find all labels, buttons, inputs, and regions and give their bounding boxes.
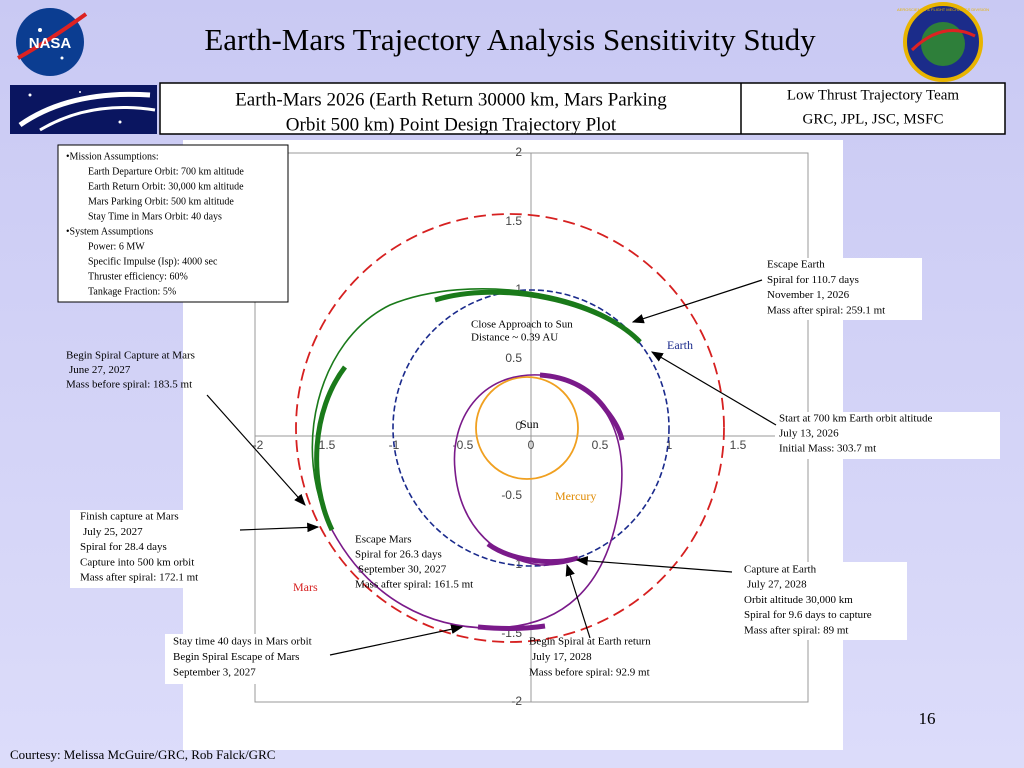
callout-line: July 25, 2027 — [83, 526, 143, 538]
callout-line: Spiral for 28.4 days — [80, 541, 167, 553]
callout-arrow — [239, 522, 320, 533]
callout-line: Orbit altitude 30,000 km — [744, 594, 853, 606]
callout-arrow — [329, 624, 464, 656]
courtesy: Courtesy: Melissa McGuire/GRC, Rob Falck… — [10, 747, 275, 762]
close-approach-text: Close Approach to Sun — [471, 319, 573, 331]
header-team: GRC, JPL, JSC, MSFC — [803, 111, 944, 127]
y-tick-label: 2 — [515, 145, 522, 159]
page-number: 16 — [919, 709, 936, 728]
earth-capture-spiral — [486, 541, 579, 565]
header-subtitle: Orbit 500 km) Point Design Trajectory Pl… — [286, 114, 617, 135]
assumption-line: •System Assumptions — [66, 226, 153, 237]
mars-orbit — [295, 213, 725, 643]
callout-box — [165, 634, 339, 684]
division-text: AEROSCIENCE & FLIGHT MECHANICS DIVISION — [897, 7, 989, 12]
callout-line: June 27, 2027 — [69, 364, 131, 376]
callout-line: Stay time 40 days in Mars orbit — [173, 636, 312, 648]
callout-arrow — [565, 563, 591, 639]
callout-line: Finish capture at Mars — [80, 511, 179, 523]
y-tick-label: 0.5 — [505, 351, 522, 365]
callout-line: Mass after spiral: 89 mt — [744, 624, 848, 636]
sun-label: Sun — [520, 417, 539, 431]
slide-title: Earth-Mars Trajectory Analysis Sensitivi… — [204, 22, 816, 57]
callout-line: Escape Earth — [767, 259, 825, 271]
assumptions-box — [57, 144, 289, 303]
plot-labels: Sun Mercury Earth Mars Close Approach to Sun… — [293, 319, 693, 594]
nasa-logo: NASA — [16, 8, 88, 76]
thrust-arc — [539, 372, 625, 441]
callout-line: July 27, 2028 — [747, 579, 807, 591]
header-text: Earth-Mars 2026 (Earth Return 30000 km, … — [235, 87, 959, 135]
callout-line: Spiral for 9.6 days to capture — [744, 609, 872, 621]
header-team: Low Thrust Trajectory Team — [787, 87, 959, 103]
callout-line: Spiral for 26.3 days — [355, 549, 442, 561]
callout-box — [70, 510, 226, 588]
callout-line: July 13, 2026 — [779, 428, 839, 440]
close-approach-text: Distance ~ 0.39 AU — [471, 332, 558, 344]
assumption-line: Earth Return Orbit: 30,000 km altitude — [88, 181, 244, 192]
y-tick-label: -0.5 — [501, 488, 522, 502]
callout-line: July 17, 2028 — [532, 651, 592, 663]
assumption-line: Stay Time in Mars Orbit: 40 days — [88, 211, 222, 222]
mercury-orbit — [475, 376, 579, 480]
callout-box — [762, 258, 922, 320]
assumption-line: Thruster efficiency: 60% — [88, 271, 188, 282]
nasa-text: NASA — [29, 35, 72, 52]
header-image — [10, 85, 157, 134]
y-tick-label: -2 — [511, 694, 522, 708]
callout-line: Mass before spiral: 183.5 mt — [66, 379, 192, 391]
y-tick-label: 1 — [515, 282, 522, 296]
callout-box — [740, 562, 907, 640]
assumption-line: Mars Parking Orbit: 500 km altitude — [88, 196, 234, 207]
earth-orbit — [392, 289, 670, 567]
callout-box — [775, 412, 1000, 459]
callout-arrow — [631, 279, 763, 324]
callout-line: November 1, 2026 — [767, 289, 850, 301]
division-logo: AEROSCIENCE & FLIGHT MECHANICS DIVISION — [897, 2, 989, 82]
callout-line: Initial Mass: 303.7 mt — [779, 443, 876, 455]
callout-line: Start at 700 km Earth orbit altitude — [779, 413, 932, 425]
callout-arrow — [650, 351, 777, 426]
mars-escape-spiral — [477, 623, 546, 631]
y-tick-label: 0 — [515, 419, 522, 433]
callout-line: Mass after spiral: 259.1 mt — [767, 304, 885, 316]
callout-arrow — [206, 394, 306, 506]
assumption-line: •Mission Assumptions: — [66, 151, 159, 162]
mercury-label: Mercury — [555, 489, 596, 503]
earth-label: Earth — [667, 338, 693, 352]
x-tick-label: -0.5 — [453, 438, 474, 452]
callout-line: Spiral for 110.7 days — [767, 274, 859, 286]
callouts: Escape Earth Spiral for 110.7 days Novembe… — [66, 258, 1000, 684]
assumption-line: Specific Impulse (Isp): 4000 sec — [88, 256, 218, 267]
header-box — [159, 82, 1006, 135]
x-tick-label: -2 — [253, 438, 264, 452]
callout-arrow — [575, 556, 733, 573]
x-tick-label: 1.5 — [730, 438, 747, 452]
mars-label: Mars — [293, 580, 318, 594]
callout-line: Escape Mars — [355, 534, 412, 546]
assumption-line: Power: 6 MW — [88, 241, 145, 252]
header-subtitle: Earth-Mars 2026 (Earth Return 30000 km, … — [235, 89, 667, 110]
callout-line: Mass after spiral: 161.5 mt — [355, 579, 473, 591]
callout-line: Begin Spiral at Earth return — [529, 636, 651, 648]
x-tick-label: 1 — [666, 438, 673, 452]
earth-escape-spiral — [434, 289, 642, 344]
callout-line: Mass after spiral: 172.1 mt — [80, 572, 198, 584]
x-tick-label: 0 — [528, 438, 535, 452]
assumption-line: Earth Departure Orbit: 700 km altitude — [88, 166, 244, 177]
assumption-line: Tankage Fraction: 5% — [88, 286, 176, 297]
mars-capture-spiral — [314, 365, 347, 532]
y-tick-label: -1 — [511, 557, 522, 571]
callout-line: Mass before spiral: 92.9 mt — [529, 667, 650, 679]
assumptions: •Mission Assumptions: Earth Departure Orb… — [66, 151, 244, 297]
callout-line: Begin Spiral Capture at Mars — [66, 350, 195, 362]
callout-line: Capture at Earth — [744, 564, 817, 576]
y-tick-label: 1.5 — [505, 214, 522, 228]
callout-line: September 30, 2027 — [358, 564, 447, 576]
callout-line: September 3, 2027 — [173, 667, 256, 679]
callout-line: Begin Spiral Escape of Mars — [173, 651, 299, 663]
x-tick-label: 0.5 — [592, 438, 609, 452]
callout-line: Capture into 500 km orbit — [80, 556, 194, 568]
